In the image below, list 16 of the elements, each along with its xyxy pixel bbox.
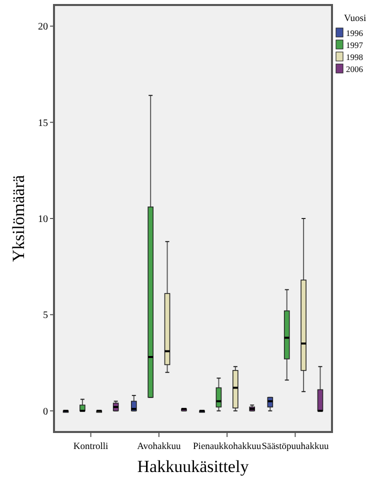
legend-title: Vuosi bbox=[344, 14, 366, 24]
y-tick-label: 15 bbox=[38, 118, 48, 129]
x-tick-label: Avohakkuu bbox=[137, 442, 181, 452]
x-tick-label: Säästöpuuhakkuu bbox=[262, 442, 329, 452]
legend-label: 2006 bbox=[346, 64, 363, 74]
y-axis-title: Yksilömäärä bbox=[9, 174, 28, 262]
x-axis-title: Hakkuukäsittely bbox=[137, 457, 250, 476]
legend-label: 1998 bbox=[346, 52, 363, 62]
y-tick-label: 0 bbox=[43, 406, 48, 418]
x-tick-label: Pienaukkohakkuu bbox=[193, 442, 262, 452]
y-tick-label: 10 bbox=[38, 214, 48, 225]
y-tick-label: 5 bbox=[43, 310, 48, 322]
legend-label: 1997 bbox=[346, 40, 363, 50]
y-tick-label: 20 bbox=[38, 22, 48, 33]
x-tick-label: Kontrolli bbox=[73, 442, 109, 452]
legend-label: 1996 bbox=[346, 28, 363, 38]
